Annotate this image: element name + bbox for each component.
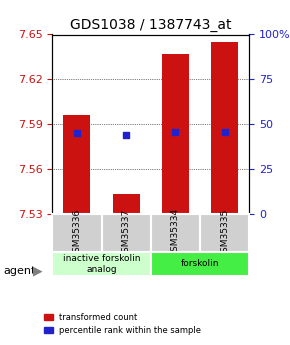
Legend: transformed count, percentile rank within the sample: transformed count, percentile rank withi… — [42, 310, 204, 337]
FancyBboxPatch shape — [102, 214, 151, 252]
FancyBboxPatch shape — [52, 252, 151, 276]
Bar — [63, 115, 90, 214]
Text: inactive forskolin
analog: inactive forskolin analog — [63, 254, 140, 274]
FancyBboxPatch shape — [151, 252, 249, 276]
Text: forskolin: forskolin — [181, 259, 219, 268]
Text: GSM35335: GSM35335 — [220, 208, 229, 257]
FancyBboxPatch shape — [52, 214, 102, 252]
Bar — [162, 54, 189, 214]
Text: GSM35337: GSM35337 — [122, 208, 131, 257]
FancyBboxPatch shape — [151, 214, 200, 252]
FancyBboxPatch shape — [200, 214, 249, 252]
Text: GSM35336: GSM35336 — [72, 208, 81, 257]
Title: GDS1038 / 1387743_at: GDS1038 / 1387743_at — [70, 18, 231, 32]
Point — [222, 129, 227, 135]
Bar — [211, 42, 238, 214]
Point — [173, 129, 178, 135]
Point — [124, 132, 128, 137]
Text: ▶: ▶ — [33, 264, 43, 277]
Point — [75, 130, 79, 136]
Text: agent: agent — [3, 266, 35, 276]
Bar — [113, 195, 140, 214]
Text: GSM35334: GSM35334 — [171, 208, 180, 257]
